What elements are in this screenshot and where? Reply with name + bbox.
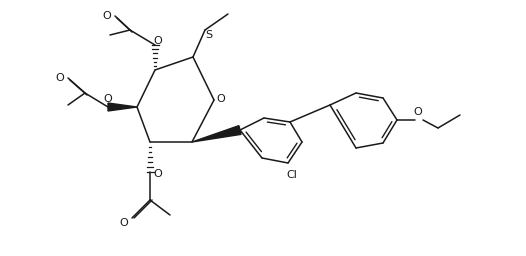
Text: O: O bbox=[55, 73, 64, 83]
Text: O: O bbox=[154, 36, 163, 46]
Text: O: O bbox=[413, 107, 422, 117]
Text: O: O bbox=[119, 218, 128, 228]
Text: O: O bbox=[102, 11, 111, 21]
Polygon shape bbox=[108, 103, 137, 111]
Text: O: O bbox=[154, 169, 163, 179]
Text: Cl: Cl bbox=[287, 170, 297, 180]
Polygon shape bbox=[192, 126, 241, 142]
Text: S: S bbox=[206, 30, 213, 40]
Text: O: O bbox=[103, 94, 112, 104]
Text: O: O bbox=[217, 94, 225, 104]
